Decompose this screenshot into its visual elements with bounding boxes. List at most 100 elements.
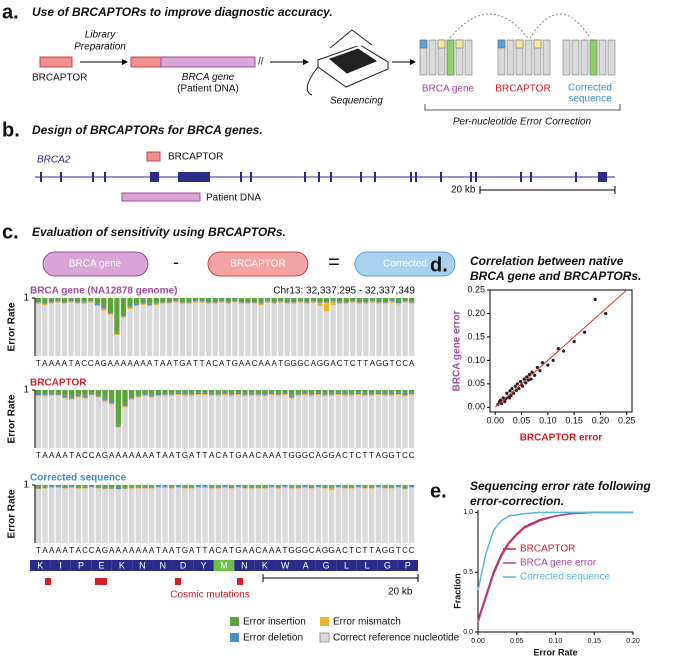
bar-segment [289, 390, 295, 396]
point [562, 349, 566, 353]
bar-segment [115, 424, 121, 427]
correct-fill [75, 397, 81, 448]
bar-segment [251, 302, 258, 304]
bar-segment [95, 486, 101, 488]
residue-label: L [364, 560, 369, 570]
point [527, 372, 532, 377]
residue-label: G [384, 560, 391, 570]
legend-label: BRCA gene error [520, 558, 597, 569]
panel-label: a. [2, 1, 19, 23]
correct-fill [155, 396, 161, 448]
x-tick-label: A [75, 359, 81, 368]
panel-title: error-correction. [470, 494, 564, 508]
bar-segment [202, 390, 208, 393]
bar-segment [409, 390, 415, 393]
residue-label: P [405, 560, 411, 570]
x-tick-label: G [322, 451, 328, 460]
x-tick-label: G [317, 359, 323, 368]
x-tick-label: A [49, 359, 55, 368]
point [518, 379, 523, 384]
bar-segment [109, 485, 115, 488]
correct-fill [350, 302, 356, 356]
correct-fill [42, 304, 48, 356]
correct-fill [94, 306, 100, 356]
x-tick-label: C [402, 546, 408, 555]
bar-segment [356, 301, 362, 303]
bar-segment [55, 301, 61, 303]
bar-segment [309, 487, 315, 489]
bar-segment [269, 485, 275, 487]
residue-label: K [262, 560, 268, 570]
bar-segment [155, 395, 161, 397]
bar-segment [122, 485, 128, 488]
bar-segment [94, 304, 100, 307]
residue [70, 560, 92, 571]
bar-segment [195, 486, 201, 488]
bar-segment [155, 486, 161, 488]
bar-segment [355, 392, 361, 395]
x-tick-label: A [209, 546, 215, 555]
bar-segment [215, 390, 221, 393]
bar-segment [129, 396, 135, 399]
bar-segment [302, 394, 308, 396]
residue-label: I [59, 560, 62, 570]
x-tick-label: 0.10 [539, 415, 557, 425]
bar-segment [255, 485, 261, 487]
panel-label: c. [2, 221, 19, 243]
bar-segment [42, 486, 48, 488]
bar-segment [49, 394, 55, 396]
bar-segment [350, 300, 356, 302]
residue [234, 560, 255, 571]
x-tick-label: T [203, 451, 208, 460]
bar-segment [153, 303, 159, 305]
bar-segment [212, 302, 218, 304]
bar-segment [95, 396, 101, 398]
bar-segment [302, 486, 308, 488]
y-tick-label: 0.10 [467, 355, 485, 365]
correct-fill [55, 302, 61, 356]
correct-fill [61, 303, 68, 356]
residue-label: Y [201, 560, 207, 570]
correct-fill [109, 489, 115, 543]
correct-fill [35, 303, 41, 356]
x-tick-label: C [402, 451, 408, 460]
sequencer-lid [329, 29, 373, 49]
correct-fill [62, 398, 68, 448]
x-tick-label: T [176, 451, 181, 460]
point [503, 400, 507, 404]
x-tick-label: A [62, 359, 68, 368]
bar-segment [55, 485, 61, 487]
correct-fill [335, 487, 341, 543]
bar-segment [82, 397, 88, 399]
bar-segment [295, 485, 301, 487]
bar-segment [102, 398, 108, 401]
correct-fill [355, 395, 361, 448]
point [572, 340, 576, 344]
bar-segment [175, 394, 181, 396]
residue [91, 560, 112, 571]
bar-segment [109, 403, 115, 405]
residue [152, 560, 173, 571]
correct-fill [209, 488, 215, 543]
bar-segment [349, 392, 355, 395]
bar-segment [162, 390, 168, 393]
correct-fill [212, 303, 218, 356]
point [535, 365, 539, 370]
correct-fill [275, 488, 281, 543]
x-tick-label: T [196, 451, 201, 460]
residue-label: N [139, 560, 146, 570]
bar-segment [142, 487, 148, 489]
bar-segment [89, 486, 95, 488]
bar-segment [242, 392, 248, 395]
bar-segment [258, 303, 264, 305]
bar-segment [315, 485, 321, 487]
correct-fill [189, 488, 195, 543]
read-error [515, 39, 524, 49]
x-tick-label: T [193, 359, 198, 368]
residue-label: K [119, 560, 125, 570]
bar-segment [363, 301, 369, 303]
correct-fill [302, 395, 308, 448]
bar-segment [115, 390, 121, 425]
bar-segment [42, 487, 48, 489]
label: Sequencing [330, 96, 383, 107]
